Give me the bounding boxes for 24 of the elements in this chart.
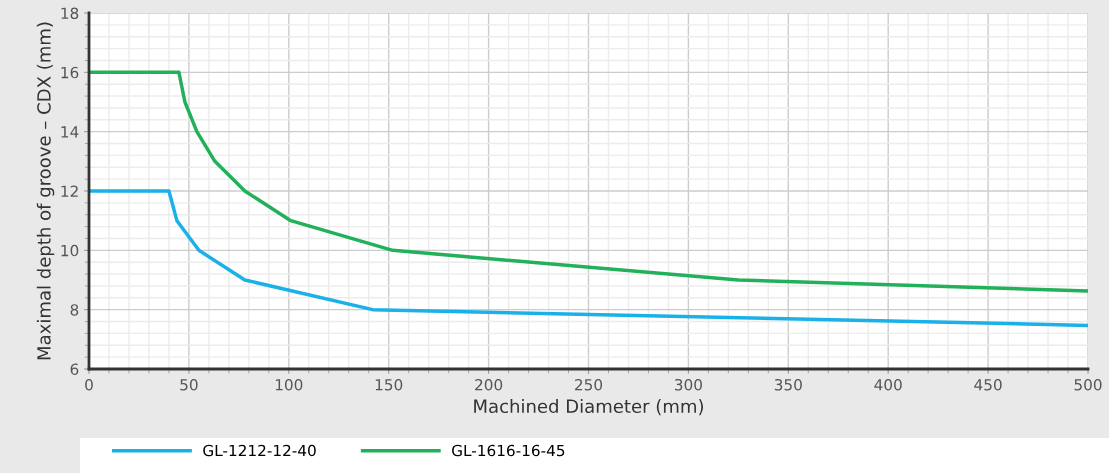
line-series — [89, 189, 1088, 328]
y-axis-title: Maximal depth of groove – CDX (mm) — [36, 22, 55, 360]
x-tick-label: 400 — [874, 378, 902, 391]
y-tick-label: 6 — [70, 363, 79, 376]
y-tick-label: 12 — [61, 185, 78, 197]
x-tick-label: 250 — [575, 378, 603, 391]
line-series — [89, 70, 1088, 293]
x-tick-label: 150 — [375, 378, 403, 391]
legend-label: GL-1616-16-45 — [452, 444, 565, 457]
legend-label: GL-1212-12-40 — [203, 444, 316, 457]
y-tick-label: 16 — [61, 66, 79, 79]
x-tick-label: 200 — [475, 378, 503, 391]
y-tick-label: 14 — [61, 126, 79, 138]
x-tick-label: 100 — [275, 378, 303, 391]
x-tick-label: 500 — [1074, 378, 1102, 391]
x-axis-title: Machined Diameter (mm) — [474, 399, 703, 416]
y-tick-label: 8 — [70, 304, 79, 316]
y-tick-label: 18 — [61, 7, 79, 20]
x-tick-label: 50 — [180, 378, 198, 391]
x-tick-label: 450 — [974, 378, 1002, 391]
y-tick-label: 10 — [61, 244, 79, 257]
x-tick-label: 350 — [774, 378, 802, 391]
x-tick-label: 300 — [674, 378, 702, 391]
x-tick-label: 0 — [85, 378, 93, 391]
